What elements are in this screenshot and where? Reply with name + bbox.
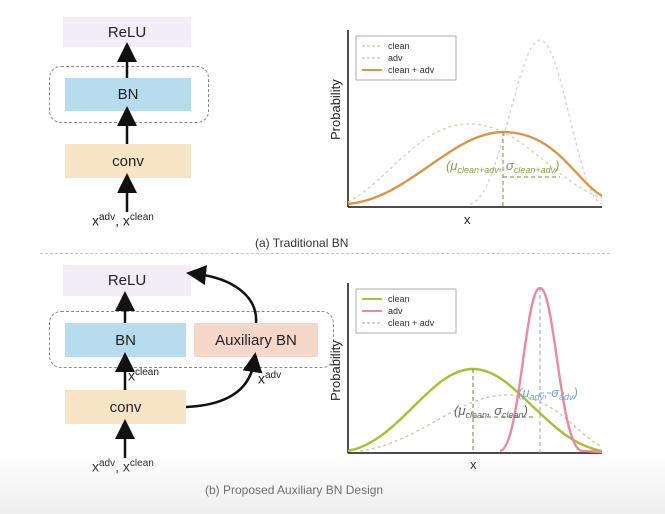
conv-to-aux-arrow bbox=[185, 352, 263, 409]
bottom-adv-curve bbox=[499, 286, 603, 454]
section-divider bbox=[40, 253, 610, 254]
bn-label: BN bbox=[117, 86, 139, 103]
bottom-ylabel: Probability bbox=[328, 340, 343, 401]
clean-edge-label: xclean bbox=[128, 367, 159, 384]
conv-label: conv bbox=[112, 152, 144, 170]
bottom-adv-annotation: (μadv, σadv) bbox=[518, 385, 578, 402]
bottom-distribution-plot: Probability x clean adv clean + adv (μad… bbox=[328, 283, 603, 472]
top-distribution-plot: Probability x clean adv clean + adv (μcl… bbox=[328, 30, 603, 227]
aux-to-relu-arrow bbox=[186, 265, 258, 324]
relu-label: ReLU bbox=[107, 23, 147, 41]
bottom-legend-clean: clean bbox=[388, 294, 410, 304]
top-adv-curve bbox=[469, 39, 603, 205]
top-xlabel: x bbox=[464, 212, 471, 227]
relu-box-bottom: ReLU bbox=[63, 265, 191, 296]
bn-label-bottom: BN bbox=[115, 331, 136, 349]
bottom-arrows bbox=[115, 265, 263, 458]
bottom-mix-curve bbox=[359, 394, 603, 452]
conv-box: conv bbox=[65, 144, 191, 178]
top-clean-curve bbox=[347, 123, 603, 203]
top-input-label: xadv, xclean bbox=[92, 212, 154, 229]
bn-group-bottom bbox=[49, 311, 334, 368]
top-arrows bbox=[117, 42, 137, 212]
bottom-legend-mix: clean + adv bbox=[388, 318, 435, 328]
bottom-caption: (b) Proposed Auxiliary BN Design bbox=[205, 483, 384, 497]
auxiliary-bn-box: Auxiliary BN bbox=[194, 323, 318, 357]
bn-box: BN bbox=[65, 78, 191, 111]
top-legend-clean: clean bbox=[388, 41, 410, 51]
adv-edge-label: xadv bbox=[258, 370, 282, 387]
top-caption: (a) Traditional BN bbox=[255, 236, 349, 250]
bn-box-bottom: BN bbox=[65, 323, 186, 357]
top-legend-mix: clean + adv bbox=[388, 65, 435, 75]
conv-label-bottom: conv bbox=[109, 398, 142, 416]
bottom-xlabel: x bbox=[470, 457, 477, 472]
top-ylabel: Probability bbox=[328, 79, 343, 140]
bottom-legend-adv: adv bbox=[388, 306, 403, 316]
top-annotation: (μclean+adv, σclean+adv) bbox=[446, 158, 559, 175]
conv-box-bottom: conv bbox=[65, 390, 186, 424]
relu-label-bottom: ReLU bbox=[107, 272, 147, 289]
auxiliary-bn-label: Auxiliary BN bbox=[215, 331, 297, 349]
bottom-input-label: xadv, xclean bbox=[92, 458, 154, 475]
top-legend-adv: adv bbox=[388, 53, 403, 63]
